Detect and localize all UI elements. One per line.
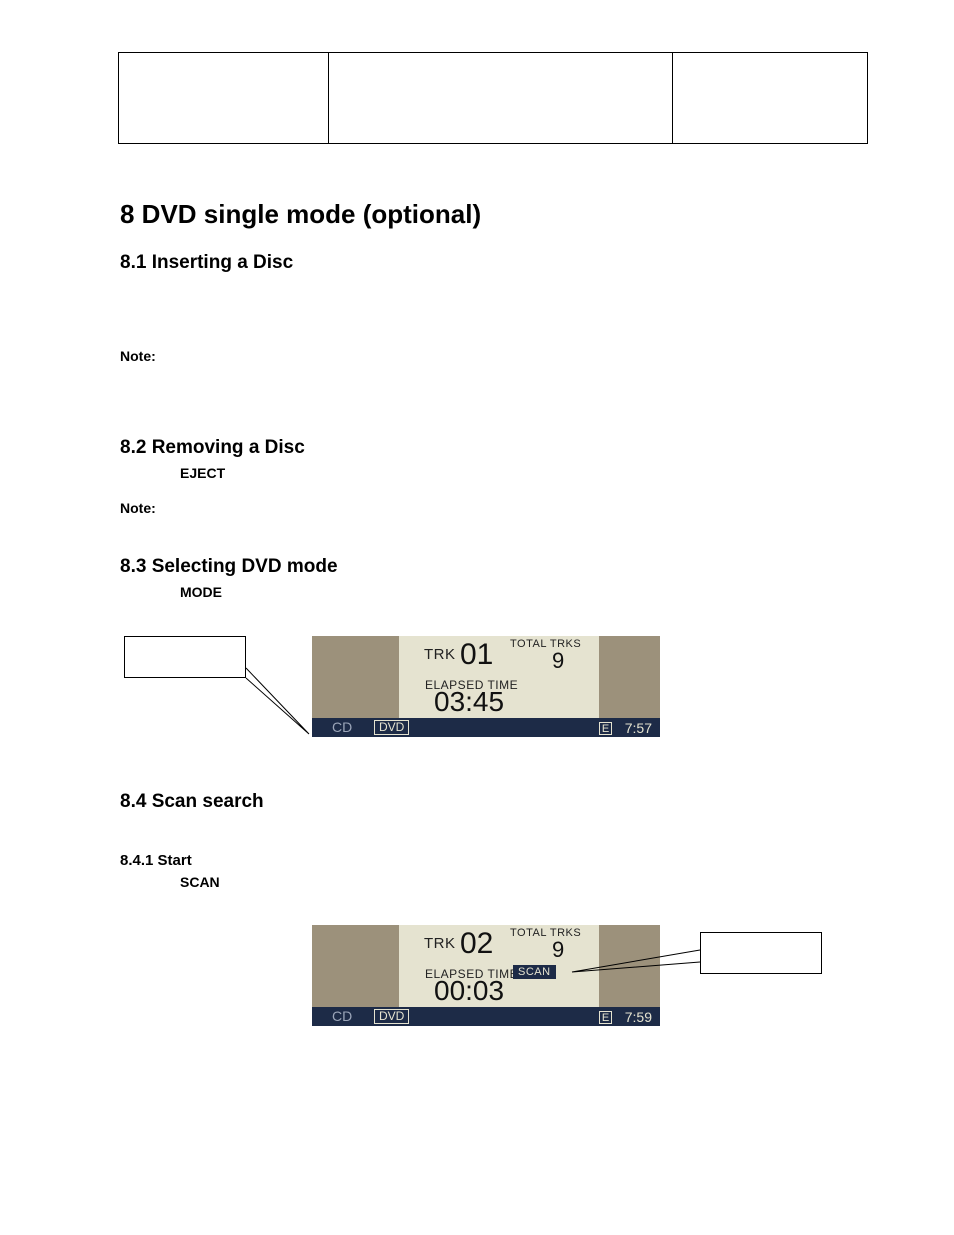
eject-label: EJECT <box>180 465 225 481</box>
mode-label: MODE <box>180 584 222 600</box>
trk-number: 01 <box>460 638 493 672</box>
dvd-display-1: TRK 01 TOTAL TRKS 9 ELAPSED TIME 03:45 C… <box>312 636 660 737</box>
scan-badge: SCAN <box>513 965 556 979</box>
scan-label: SCAN <box>180 874 220 890</box>
heading-8-2: 8.2 Removing a Disc <box>120 437 305 459</box>
cd-label: CD <box>332 719 352 735</box>
heading-chapter: 8 DVD single mode (optional) <box>120 199 481 230</box>
header-cell-3 <box>673 53 868 144</box>
header-cell-1 <box>119 53 329 144</box>
elapsed-time: 03:45 <box>434 686 504 718</box>
clock: 7:57 <box>625 720 652 736</box>
callout-box-1 <box>124 636 246 678</box>
heading-8-4: 8.4 Scan search <box>120 791 264 813</box>
total-trks-label: TOTAL TRKS <box>510 927 581 939</box>
display-bottom-bar: CD DVD E 7:59 <box>312 1007 660 1026</box>
total-trks-number: 9 <box>552 937 564 963</box>
trk-label: TRK <box>424 935 456 952</box>
note-label-1: Note: <box>120 348 156 364</box>
header-cell-2 <box>328 53 673 144</box>
total-trks-label: TOTAL TRKS <box>510 638 581 650</box>
dvd-box: DVD <box>374 1009 409 1024</box>
dvd-box: DVD <box>374 720 409 735</box>
header-table <box>118 52 868 144</box>
callout-box-2 <box>700 932 822 974</box>
heading-8-1: 8.1 Inserting a Disc <box>120 252 293 274</box>
display-bottom-bar: CD DVD E 7:57 <box>312 718 660 737</box>
e-indicator: E <box>599 1011 612 1024</box>
clock: 7:59 <box>625 1009 652 1025</box>
trk-number: 02 <box>460 927 493 961</box>
trk-label: TRK <box>424 646 456 663</box>
note-label-2: Note: <box>120 500 156 516</box>
cd-label: CD <box>332 1008 352 1024</box>
dvd-display-2: TRK 02 TOTAL TRKS 9 ELAPSED TIME SCAN 00… <box>312 925 660 1026</box>
heading-8-4-1: 8.4.1 Start <box>120 852 192 869</box>
heading-8-3: 8.3 Selecting DVD mode <box>120 556 338 578</box>
elapsed-time: 00:03 <box>434 975 504 1007</box>
e-indicator: E <box>599 722 612 735</box>
total-trks-number: 9 <box>552 648 564 674</box>
